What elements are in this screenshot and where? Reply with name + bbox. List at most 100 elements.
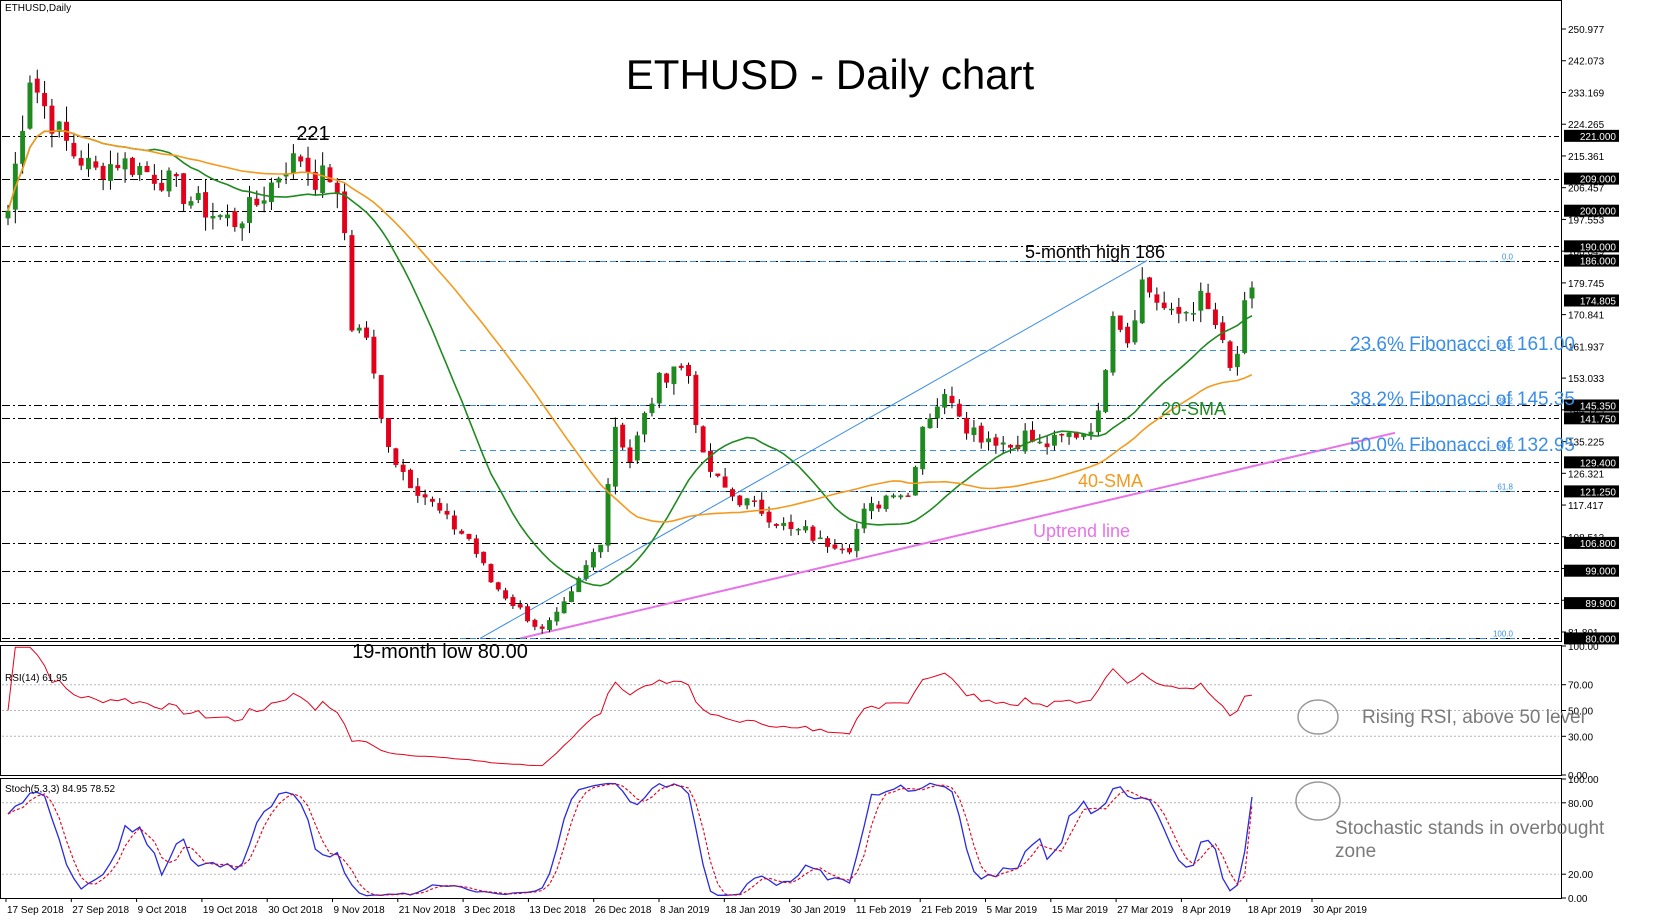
candle-up	[1132, 320, 1138, 343]
candle-up	[927, 418, 933, 429]
date-label: 27 Mar 2019	[1117, 905, 1174, 916]
candle-up	[920, 426, 926, 470]
date-label: 30 Apr 2019	[1313, 905, 1367, 916]
date-label: 9 Oct 2018	[138, 905, 187, 916]
candle-up	[986, 438, 992, 443]
candle-down	[949, 395, 955, 404]
candle-down	[1154, 294, 1160, 303]
candle-down	[415, 486, 421, 496]
date-label: 15 Mar 2019	[1052, 905, 1109, 916]
fib-label-236: 23.6% Fibonacci of 161.00	[1350, 334, 1575, 355]
price-tick-label: 188.649	[1568, 247, 1605, 258]
candle-down	[408, 469, 413, 489]
candle-down	[254, 198, 260, 206]
candle-up	[1022, 430, 1028, 452]
rsi-line	[7, 646, 1253, 767]
candle-down	[1205, 292, 1211, 310]
price-tick-label: 170.841	[1568, 311, 1605, 322]
candle-down	[349, 235, 355, 331]
candle-up	[122, 158, 128, 170]
candle-down	[129, 157, 135, 175]
stoch-annotation-line2: zone	[1335, 841, 1376, 862]
level-price-tag	[1564, 485, 1619, 498]
rsi-tick-label: 100.00	[1568, 642, 1599, 653]
annotation-nineteen-month-low: 19-month low 80.00	[352, 641, 528, 663]
candle-down	[488, 564, 494, 583]
candle-down	[78, 158, 84, 166]
date-label: 8 Apr 2019	[1182, 905, 1231, 916]
sma-line-40	[7, 129, 1253, 523]
candle-down	[1125, 326, 1131, 344]
candle-down	[664, 373, 670, 383]
candle-down	[1044, 443, 1050, 448]
price-tick-label: 215.361	[1568, 152, 1605, 163]
rsi-tick-label: 70.00	[1568, 681, 1593, 692]
level-price-tag-text: 80.000	[1585, 634, 1616, 645]
date-label: 21 Feb 2019	[921, 905, 978, 916]
fib-level-tag: 61.8	[1497, 483, 1513, 492]
candles	[5, 69, 1255, 634]
candle-up	[590, 551, 596, 568]
candle-down	[437, 503, 443, 511]
level-price-tag	[1564, 456, 1619, 469]
candle-down	[364, 327, 370, 338]
price-tick-label: 117.417	[1568, 501, 1604, 512]
sma-line-20	[7, 129, 1253, 587]
candle-up	[576, 578, 582, 593]
candle-down	[503, 590, 509, 599]
date-label: 3 Dec 2018	[464, 905, 516, 916]
date-label: 30 Oct 2018	[268, 905, 323, 916]
candle-up	[634, 435, 640, 461]
fib-level-tag: 50.0	[1497, 442, 1513, 451]
candle-down	[715, 473, 721, 477]
rsi-highlight-circle	[1297, 699, 1339, 735]
date-label: 30 Jan 2019	[791, 905, 846, 916]
date-axis: 17 Sep 2018 27 Sep 2018 9 Oct 2018 19 Oct 2…	[5, 898, 1367, 916]
stoch-indicator-label: Stoch(5,3,3) 84.95 78.52	[5, 784, 116, 795]
chart-title: ETHUSD - Daily chart	[626, 51, 1035, 98]
annotation-sma20: 20-SMA	[1161, 399, 1226, 419]
candle-down	[1147, 277, 1152, 293]
candle-up	[1139, 279, 1145, 324]
level-price-tag-text: 89.900	[1585, 599, 1616, 610]
symbol-label: ETHUSD,Daily	[5, 3, 71, 14]
candle-down	[42, 92, 48, 107]
level-price-tag-text: 200.000	[1580, 207, 1617, 218]
candle-down	[232, 211, 238, 228]
date-label: 19 Oct 2018	[203, 905, 258, 916]
candle-up	[290, 153, 296, 174]
candle-up	[898, 495, 904, 498]
candle-up	[649, 403, 655, 414]
candle-up	[276, 178, 282, 183]
stoch-tick-label: 80.00	[1568, 799, 1593, 810]
candle-down	[327, 167, 333, 183]
annotation-sma40: 40-SMA	[1078, 471, 1143, 491]
price-axis: 250.977 242.073 233.169 224.265 215.361 206.4…	[1562, 25, 1619, 645]
level-price-tag	[1564, 536, 1619, 549]
level-price-tag	[1564, 632, 1619, 645]
candle-up	[942, 394, 948, 408]
level-price-tag-text: 141.750	[1580, 414, 1617, 425]
candle-up	[547, 620, 552, 631]
candle-down	[400, 464, 406, 472]
candle-up	[27, 82, 33, 129]
candle-down	[429, 498, 435, 502]
candle-up	[803, 526, 809, 531]
fib-diagonal	[479, 260, 1148, 639]
candle-down	[1008, 444, 1013, 448]
rsi-annotation: Rising RSI, above 50 level	[1362, 707, 1585, 728]
candle-down	[444, 510, 450, 515]
uptrend-layer	[519, 431, 1396, 640]
candle-up	[1000, 442, 1006, 445]
candle-up	[612, 426, 618, 487]
stoch-layer: 100.00 80.00 20.00 0.00	[2, 775, 1599, 905]
candle-up	[869, 503, 874, 512]
candle-up	[912, 467, 918, 496]
stoch-annotation-line1: Stochastic stands in overbought	[1335, 818, 1605, 839]
price-tick-label: 250.977	[1568, 25, 1605, 36]
candle-down	[825, 538, 831, 547]
candle-up	[217, 215, 223, 218]
candle-up	[1066, 432, 1072, 438]
